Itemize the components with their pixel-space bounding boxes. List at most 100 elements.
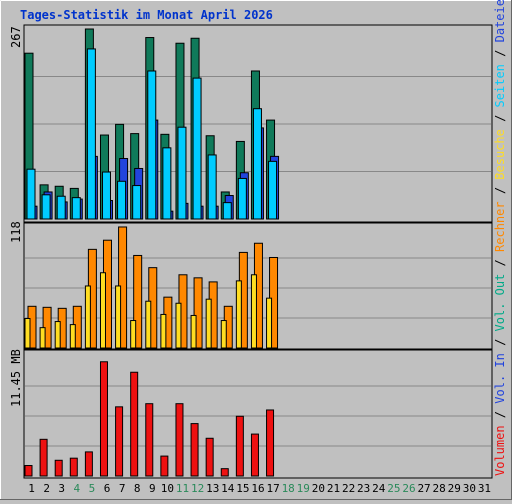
- x-tick-label: 31: [478, 482, 491, 495]
- bar-dateien: [268, 160, 278, 220]
- bar-dateien: [71, 197, 81, 220]
- bar-volumen: [205, 437, 214, 477]
- legend-entry: Besuche: [493, 129, 507, 180]
- chart-bars: [24, 28, 280, 477]
- x-tick-label: 25: [387, 482, 400, 495]
- bar-volumen: [54, 459, 63, 477]
- x-tick-label: 29: [448, 482, 461, 495]
- bar-besuche: [220, 320, 227, 349]
- bar-besuche: [205, 298, 212, 349]
- bar-besuche: [175, 302, 182, 349]
- bar-volumen: [24, 465, 33, 477]
- bar-volumen: [145, 403, 154, 477]
- legend-entry: Vol. In: [493, 353, 507, 404]
- right-vertical-legend: Volumen / Vol. In / Vol. Out / Rechner /…: [493, 0, 507, 476]
- bar-volumen: [160, 455, 169, 477]
- legend-entry: Volumen: [493, 425, 507, 476]
- bar-besuche: [235, 280, 242, 349]
- bar-dateien: [56, 195, 66, 220]
- bar-volumen: [220, 468, 229, 477]
- x-tick-label: 5: [89, 482, 96, 495]
- x-tick-label: 26: [402, 482, 415, 495]
- panel-frame: [23, 349, 493, 479]
- x-tick-label: 8: [134, 482, 141, 495]
- bar-dateien: [101, 171, 111, 220]
- bar-dateien: [132, 185, 142, 220]
- bar-besuche: [130, 320, 137, 349]
- x-tick-label: 15: [236, 482, 249, 495]
- bar-volumen: [250, 433, 259, 477]
- bar-besuche: [69, 324, 76, 349]
- x-tick-label: 9: [149, 482, 156, 495]
- bar-volumen: [84, 451, 93, 477]
- bar-besuche: [84, 285, 91, 349]
- bar-besuche: [99, 272, 106, 349]
- x-tick-label: 7: [119, 482, 126, 495]
- bar-dateien: [192, 77, 202, 220]
- bar-besuche: [190, 314, 197, 349]
- x-tick-label: 14: [221, 482, 235, 495]
- x-tick-label: 4: [74, 482, 81, 495]
- legend-entry: Rechner: [493, 201, 507, 252]
- bar-volumen: [130, 371, 139, 477]
- bar-volumen: [190, 423, 199, 477]
- x-tick-label: 2: [43, 482, 50, 495]
- bar-volumen: [99, 361, 108, 477]
- bar-besuche: [24, 318, 31, 349]
- chart-title: Tages-Statistik im Monat April 2026: [20, 8, 273, 22]
- y-max-label-visits: 118: [9, 221, 23, 243]
- x-tick-label: 6: [104, 482, 111, 495]
- bar-volumen: [266, 409, 275, 477]
- bar-dateien: [147, 70, 157, 220]
- bar-rechner: [133, 254, 143, 349]
- bar-volumen: [69, 457, 78, 477]
- x-tick-label: 13: [206, 482, 219, 495]
- legend-entry: /: [493, 252, 507, 274]
- bar-besuche: [160, 313, 167, 349]
- x-tick-label: 18: [282, 482, 295, 495]
- x-tick-label: 19: [297, 482, 310, 495]
- bar-dateien: [222, 202, 232, 220]
- bar-besuche: [115, 285, 122, 349]
- bar-volumen: [175, 403, 184, 477]
- legend-entry: /: [493, 180, 507, 202]
- x-tick-label: 10: [161, 482, 174, 495]
- legend-entry: Seiten: [493, 64, 507, 107]
- x-tick-label: 24: [372, 482, 386, 495]
- x-tick-label: 21: [327, 482, 340, 495]
- bar-dateien: [162, 147, 172, 220]
- x-tick-label: 23: [357, 482, 370, 495]
- bar-besuche: [39, 327, 46, 349]
- bar-dateien: [26, 168, 36, 220]
- bar-dateien: [252, 108, 262, 220]
- legend-entry: /: [493, 42, 507, 64]
- x-tick-label: 1: [28, 482, 35, 495]
- x-tick-label: 30: [463, 482, 476, 495]
- bar-dateien: [117, 180, 127, 220]
- panel-frame: [23, 222, 493, 350]
- legend-entry: /: [493, 107, 507, 129]
- legend-entry: /: [493, 331, 507, 353]
- bar-dateien: [86, 48, 96, 220]
- legend-entry: /: [493, 404, 507, 426]
- y-max-label-hits: 267: [9, 26, 23, 48]
- bar-dateien: [41, 194, 51, 220]
- legend-entry: Dateien: [493, 0, 507, 42]
- bar-volumen: [115, 406, 124, 477]
- legend-entry: Vol. Out: [493, 274, 507, 332]
- x-tick-label: 22: [342, 482, 355, 495]
- x-tick-label: 17: [266, 482, 279, 495]
- x-tick-label: 16: [251, 482, 264, 495]
- x-tick-label: 20: [312, 482, 325, 495]
- bar-dateien: [207, 154, 217, 220]
- bar-besuche: [250, 274, 257, 349]
- x-tick-label: 28: [433, 482, 446, 495]
- bar-besuche: [266, 297, 273, 349]
- bar-besuche: [54, 321, 61, 349]
- x-tick-label: 3: [58, 482, 65, 495]
- x-axis-day-labels: 1 2 3 4 5 6 7 8 9 10 11 12 13 14 15 16 17 18 19 20 21 22 23 24 2…: [28, 482, 491, 495]
- bar-besuche: [145, 300, 152, 349]
- x-tick-label: 11: [176, 482, 189, 495]
- x-tick-label: 27: [417, 482, 430, 495]
